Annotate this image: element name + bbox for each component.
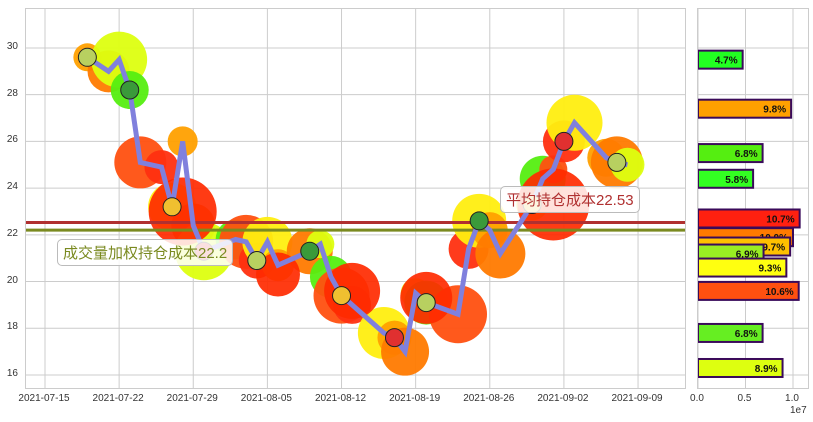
fruit-marker-icon (469, 211, 489, 231)
volume-bar: 10.7% (698, 208, 801, 229)
svg-text:10.6%: 10.6% (765, 287, 793, 298)
bar-x-tick-label: 0.0 (690, 393, 704, 404)
fruit-marker-icon (384, 328, 404, 348)
bar-x-tick-label: 0.5 (737, 393, 752, 404)
x-tick-label: 2021-07-29 (166, 393, 218, 404)
vw-cost-annotation: 成交量加权持仓成本22.2 (57, 239, 234, 266)
y-tick-label: 30 (6, 40, 18, 52)
fruit-marker-icon (247, 251, 267, 271)
svg-text:9.7%: 9.7% (762, 243, 785, 254)
bar-scale-label: 1e7 (790, 405, 807, 416)
svg-text:5.8%: 5.8% (725, 175, 748, 186)
y-tick-label: 18 (6, 321, 18, 333)
svg-text:6.9%: 6.9% (736, 250, 759, 261)
fruit-marker-icon (554, 131, 574, 151)
svg-text:4.7%: 4.7% (715, 56, 738, 67)
x-tick-label: 2021-07-22 (92, 393, 144, 404)
x-tick-label: 2021-09-09 (611, 393, 663, 404)
y-tick-label: 24 (6, 181, 18, 193)
volume-distribution-panel: 4.7%9.8%6.8%5.8%10.7%10.0%9.7%6.9%9.3%10… (697, 8, 809, 389)
y-tick-label: 28 (6, 87, 18, 99)
fruit-marker-icon (77, 47, 97, 67)
y-tick-label: 22 (6, 227, 18, 239)
y-tick-label: 26 (6, 134, 18, 146)
fruit-marker-icon (300, 241, 320, 261)
volume-bar: 6.8% (698, 322, 764, 343)
volume-bar: 10.6% (698, 280, 800, 301)
fruit-marker-icon (120, 80, 140, 100)
svg-text:6.8%: 6.8% (735, 149, 758, 160)
x-tick-label: 2021-09-02 (537, 393, 589, 404)
svg-text:8.9%: 8.9% (755, 364, 778, 375)
svg-text:6.8%: 6.8% (735, 329, 758, 340)
x-tick-label: 2021-08-26 (463, 393, 515, 404)
volume-bar: 8.9% (698, 357, 784, 378)
svg-text:9.8%: 9.8% (763, 105, 786, 116)
svg-text:9.3%: 9.3% (759, 264, 782, 275)
x-tick-label: 2021-08-12 (314, 393, 367, 404)
volume-bar: 6.8% (698, 143, 764, 164)
volume-bar-canvas: 4.7%9.8%6.8%5.8%10.7%10.0%9.7%6.9%9.3%10… (698, 9, 808, 388)
svg-text:10.7%: 10.7% (766, 214, 794, 225)
bar-x-tick-label: 1.0 (785, 393, 799, 404)
fruit-marker-icon (416, 293, 436, 313)
y-tick-label: 16 (6, 368, 18, 379)
x-tick-label: 2021-07-15 (18, 393, 70, 404)
volume-bar: 9.3% (698, 257, 788, 278)
fruit-marker-icon (607, 152, 627, 172)
x-tick-label: 2021-08-19 (389, 393, 441, 404)
volume-bar: 5.8% (698, 168, 755, 189)
volume-bar: 4.7% (698, 49, 744, 70)
x-tick-label: 2021-08-05 (240, 393, 292, 404)
y-tick-label: 20 (6, 274, 18, 286)
fruit-marker-icon (162, 197, 182, 217)
avg-cost-annotation: 平均持仓成本22.53 (500, 186, 640, 213)
fruit-marker-icon (332, 286, 352, 306)
volume-bar: 9.8% (698, 98, 793, 119)
